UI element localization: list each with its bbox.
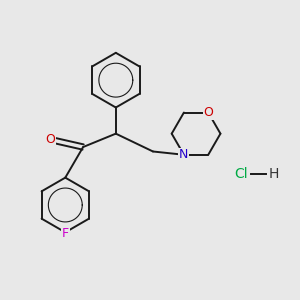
Text: Cl: Cl — [234, 167, 248, 181]
Text: O: O — [203, 106, 213, 119]
Text: H: H — [268, 167, 278, 181]
Text: F: F — [62, 227, 69, 240]
Text: O: O — [45, 133, 55, 146]
Text: N: N — [179, 148, 189, 161]
